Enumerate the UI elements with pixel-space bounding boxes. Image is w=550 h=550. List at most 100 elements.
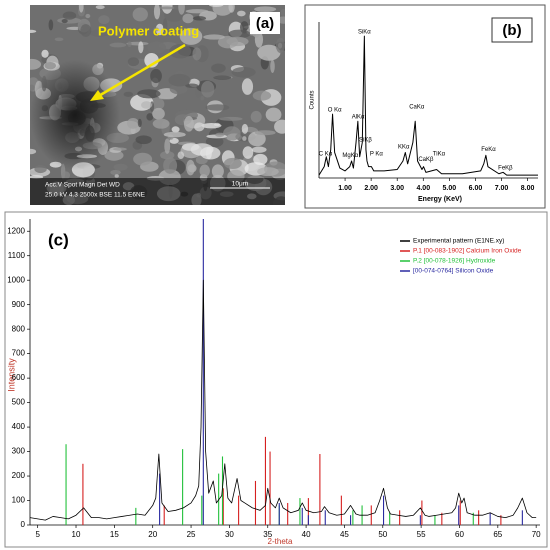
texture-grain: [231, 66, 256, 78]
x-tick-label: 3.00: [390, 185, 404, 192]
info-line: 25.0 kV 4.3 2500x BSE 11.5 E6NE: [45, 192, 146, 199]
texture-grain: [250, 110, 262, 123]
texture-grain: [183, 116, 194, 132]
texture-grain: [241, 78, 254, 95]
texture-grain: [137, 89, 161, 99]
texture-grain: [265, 107, 282, 122]
texture-grain: [179, 27, 203, 45]
texture-grain: [114, 174, 119, 178]
texture-grain: [109, 42, 127, 48]
texture-grain: [168, 73, 191, 87]
texture-grain: [54, 37, 64, 42]
peak-label: TiKα: [433, 151, 446, 157]
texture-grain: [200, 95, 205, 101]
texture-grain: [153, 27, 159, 32]
texture-grain: [130, 127, 136, 135]
texture-grain: [178, 5, 185, 15]
texture-grain: [163, 131, 186, 138]
texture-grain: [253, 153, 268, 166]
y-tick-label: 800: [12, 324, 26, 333]
texture-grain: [270, 59, 275, 73]
y-tick-label: 600: [12, 373, 26, 382]
texture-grain: [274, 119, 285, 134]
texture-grain: [85, 13, 91, 19]
x-tick-label: 35: [263, 530, 272, 539]
texture-grain: [162, 18, 168, 33]
texture-grain: [61, 18, 68, 24]
texture-grain: [200, 146, 221, 160]
x-tick-label: 55: [417, 530, 426, 539]
texture-grain: [252, 90, 272, 101]
texture-grain: [152, 118, 170, 129]
x-tick-label: 6.00: [469, 185, 483, 192]
texture-grain: [171, 126, 180, 133]
sem-overlay: Acc.V Spot Magn Det WD 25.0 kV 4.3 2500x…: [30, 12, 285, 205]
info-line: Acc.V Spot Magn Det WD: [45, 182, 120, 189]
texture-grain: [169, 84, 188, 95]
texture-grain: [113, 147, 127, 151]
texture-grain: [147, 41, 167, 54]
x-tick-label: 40: [302, 530, 311, 539]
texture-grain: [228, 5, 235, 13]
texture-grain: [182, 13, 194, 24]
texture-grain: [181, 143, 200, 151]
texture-grain: [98, 15, 110, 25]
texture-grain: [228, 29, 251, 39]
texture-grain: [215, 132, 225, 137]
x-tick-label: 70: [532, 530, 541, 539]
texture-grain: [201, 80, 215, 98]
spectrum-line: [318, 35, 538, 176]
texture-grain: [30, 148, 37, 155]
peak-label: SiKβ: [359, 137, 372, 143]
texture-grain: [141, 101, 152, 109]
texture-grain: [257, 167, 279, 177]
peak-label: FeKα: [481, 147, 496, 153]
texture-grain: [48, 19, 54, 31]
arrow-shaft: [96, 43, 186, 99]
texture-grain: [152, 107, 165, 120]
texture-grain: [186, 159, 195, 176]
texture-grain: [251, 146, 267, 153]
y-tick-label: 1200: [7, 226, 25, 235]
texture-grain: [30, 29, 37, 34]
texture-grain: [248, 131, 266, 147]
texture-grain: [211, 164, 224, 179]
y-tick-label: 100: [12, 496, 26, 505]
peak-label: MgKα: [342, 153, 358, 159]
peak-label: O Kα: [328, 108, 342, 114]
texture-grain: [241, 123, 249, 134]
texture-grain: [62, 11, 77, 20]
texture-grain: [254, 130, 276, 136]
legend-label: P.1 [00-083-1902] Calcium Iron Oxide: [413, 248, 522, 255]
x-tick-label: 60: [455, 530, 464, 539]
peak-label: KKα: [398, 144, 410, 150]
texture-grain: [78, 5, 84, 13]
texture-grain: [194, 122, 205, 132]
texture-grain: [155, 23, 164, 36]
texture-grain: [257, 44, 281, 61]
texture-grain: [135, 135, 152, 145]
texture-grain: [223, 126, 241, 141]
texture-grain: [132, 7, 148, 22]
texture-grain: [211, 63, 226, 73]
x-tick-label: 50: [378, 530, 387, 539]
y-axis-label: Counts: [310, 90, 316, 109]
y-tick-label: 0: [21, 520, 26, 529]
peak-label: C Kα: [319, 151, 333, 157]
x-tick-label: 15: [110, 530, 119, 539]
texture-grain: [104, 150, 124, 161]
x-tick-label: 4.00: [416, 185, 430, 192]
y-axis-label: Intensity: [6, 358, 16, 392]
panel-label: (c): [48, 230, 69, 249]
texture-grain: [110, 169, 121, 176]
x-axis-label: Energy (KeV): [418, 196, 462, 203]
texture-grain: [80, 24, 92, 37]
legend-label: [00-074-0764] Silicon Oxide: [413, 268, 494, 275]
info-bar: [30, 178, 285, 205]
panel-label: (a): [256, 15, 274, 32]
x-tick-label: 2.00: [364, 185, 378, 192]
texture-grain: [164, 138, 171, 154]
x-tick-label: 5: [35, 530, 40, 539]
panel-label: (b): [502, 22, 521, 39]
y-tick-label: 900: [12, 300, 26, 309]
